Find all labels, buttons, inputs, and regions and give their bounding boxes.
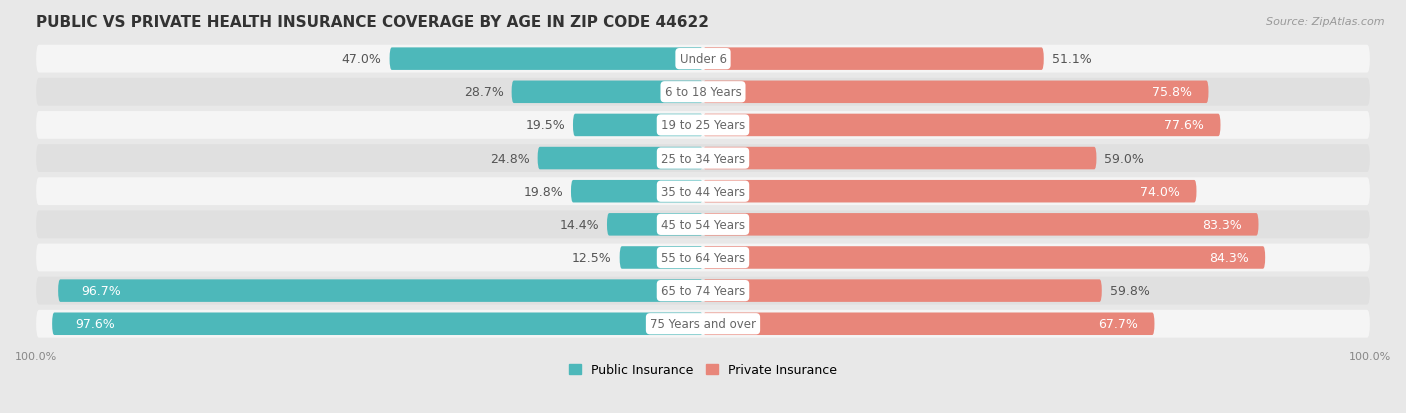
FancyBboxPatch shape [37, 145, 1369, 173]
FancyBboxPatch shape [703, 313, 1154, 335]
Text: PUBLIC VS PRIVATE HEALTH INSURANCE COVERAGE BY AGE IN ZIP CODE 44622: PUBLIC VS PRIVATE HEALTH INSURANCE COVER… [37, 15, 709, 30]
Text: 65 to 74 Years: 65 to 74 Years [661, 285, 745, 297]
FancyBboxPatch shape [703, 180, 1197, 203]
FancyBboxPatch shape [37, 277, 1369, 305]
FancyBboxPatch shape [574, 114, 703, 137]
FancyBboxPatch shape [703, 81, 1209, 104]
FancyBboxPatch shape [37, 211, 1369, 239]
Text: 14.4%: 14.4% [560, 218, 599, 231]
Text: 59.0%: 59.0% [1105, 152, 1144, 165]
FancyBboxPatch shape [52, 313, 703, 335]
Text: 19.5%: 19.5% [526, 119, 565, 132]
FancyBboxPatch shape [571, 180, 703, 203]
FancyBboxPatch shape [703, 214, 1258, 236]
FancyBboxPatch shape [37, 178, 1369, 206]
Text: 83.3%: 83.3% [1202, 218, 1241, 231]
Text: 24.8%: 24.8% [489, 152, 530, 165]
FancyBboxPatch shape [703, 114, 1220, 137]
Text: 51.1%: 51.1% [1052, 53, 1091, 66]
Text: 74.0%: 74.0% [1140, 185, 1180, 198]
FancyBboxPatch shape [703, 48, 1043, 71]
FancyBboxPatch shape [58, 280, 703, 302]
Text: 75 Years and over: 75 Years and over [650, 318, 756, 330]
FancyBboxPatch shape [389, 48, 703, 71]
FancyBboxPatch shape [537, 147, 703, 170]
Text: 45 to 54 Years: 45 to 54 Years [661, 218, 745, 231]
FancyBboxPatch shape [37, 45, 1369, 74]
Text: 47.0%: 47.0% [342, 53, 381, 66]
Text: 6 to 18 Years: 6 to 18 Years [665, 86, 741, 99]
FancyBboxPatch shape [37, 79, 1369, 107]
Text: 97.6%: 97.6% [76, 318, 115, 330]
FancyBboxPatch shape [37, 310, 1369, 338]
FancyBboxPatch shape [703, 280, 1102, 302]
Text: 55 to 64 Years: 55 to 64 Years [661, 252, 745, 264]
Text: 75.8%: 75.8% [1152, 86, 1192, 99]
FancyBboxPatch shape [607, 214, 703, 236]
FancyBboxPatch shape [512, 81, 703, 104]
Text: 67.7%: 67.7% [1098, 318, 1137, 330]
FancyBboxPatch shape [703, 147, 1097, 170]
FancyBboxPatch shape [703, 247, 1265, 269]
Text: 25 to 34 Years: 25 to 34 Years [661, 152, 745, 165]
Text: Source: ZipAtlas.com: Source: ZipAtlas.com [1267, 17, 1385, 26]
Text: 19 to 25 Years: 19 to 25 Years [661, 119, 745, 132]
Text: 84.3%: 84.3% [1209, 252, 1249, 264]
Text: 59.8%: 59.8% [1109, 285, 1150, 297]
Text: 28.7%: 28.7% [464, 86, 503, 99]
Text: 77.6%: 77.6% [1164, 119, 1204, 132]
Legend: Public Insurance, Private Insurance: Public Insurance, Private Insurance [568, 363, 838, 376]
Text: 35 to 44 Years: 35 to 44 Years [661, 185, 745, 198]
Text: 12.5%: 12.5% [572, 252, 612, 264]
FancyBboxPatch shape [37, 112, 1369, 140]
Text: 96.7%: 96.7% [82, 285, 121, 297]
FancyBboxPatch shape [620, 247, 703, 269]
Text: Under 6: Under 6 [679, 53, 727, 66]
FancyBboxPatch shape [37, 244, 1369, 272]
Text: 19.8%: 19.8% [523, 185, 562, 198]
